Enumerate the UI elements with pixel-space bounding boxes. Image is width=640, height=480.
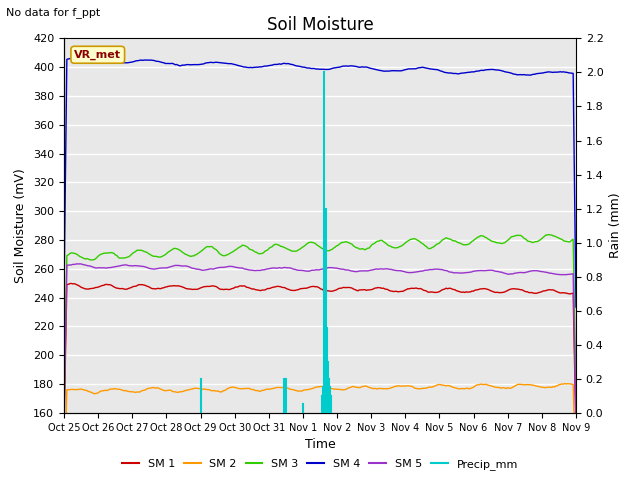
Title: Soil Moisture: Soil Moisture: [267, 16, 373, 34]
Y-axis label: Rain (mm): Rain (mm): [609, 193, 622, 258]
Text: VR_met: VR_met: [74, 49, 121, 60]
Text: No data for f_ppt: No data for f_ppt: [6, 7, 100, 18]
X-axis label: Time: Time: [305, 438, 335, 451]
Legend: SM 1, SM 2, SM 3, SM 4, SM 5, Precip_mm: SM 1, SM 2, SM 3, SM 4, SM 5, Precip_mm: [118, 455, 522, 474]
Y-axis label: Soil Moisture (mV): Soil Moisture (mV): [15, 168, 28, 283]
